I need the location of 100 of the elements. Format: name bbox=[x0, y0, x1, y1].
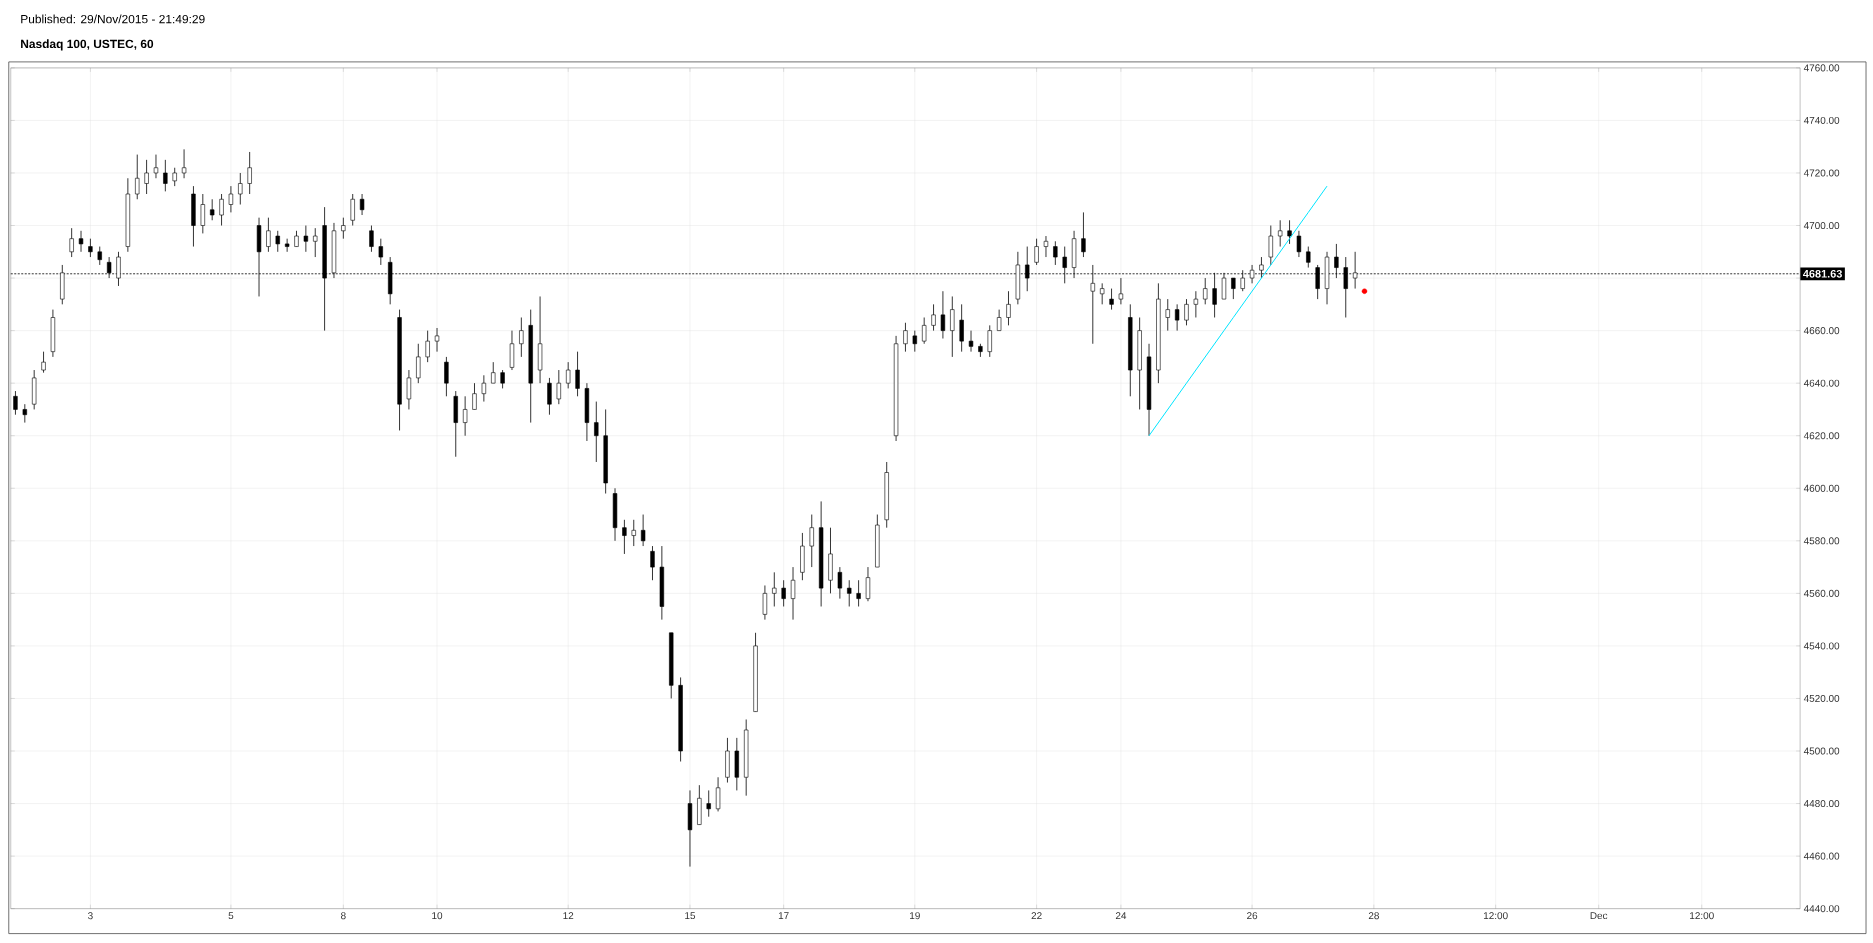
candlestick bbox=[13, 390, 18, 416]
candlestick bbox=[1109, 288, 1114, 311]
candlestick bbox=[790, 566, 796, 621]
x-tick-label: 17 bbox=[778, 912, 789, 920]
candlestick bbox=[1034, 238, 1039, 266]
candlestick bbox=[781, 580, 786, 608]
candlestick bbox=[350, 193, 355, 227]
candlestick bbox=[640, 514, 646, 547]
candlestick bbox=[622, 519, 627, 555]
x-tick-label: 28 bbox=[1368, 912, 1379, 920]
y-tick-label: 4660.00 bbox=[1803, 327, 1840, 335]
candlestick bbox=[959, 304, 964, 353]
candlestick bbox=[566, 361, 571, 390]
y-tick-label: 4460.00 bbox=[1803, 852, 1840, 860]
candlestick bbox=[931, 304, 936, 332]
candlestick bbox=[144, 159, 149, 195]
candlestick bbox=[359, 193, 365, 216]
candlestick bbox=[1174, 304, 1180, 332]
candlestick bbox=[491, 361, 496, 384]
y-tick-label: 4600.00 bbox=[1803, 484, 1840, 492]
candlestick bbox=[772, 572, 777, 608]
candlestick bbox=[1249, 264, 1255, 284]
candlestick bbox=[1203, 277, 1208, 305]
y-tick-label: 4620.00 bbox=[1803, 432, 1840, 440]
candlestick bbox=[903, 322, 908, 353]
x-tick-label: 8 bbox=[341, 912, 346, 920]
candlestick bbox=[369, 225, 374, 253]
candlestick bbox=[97, 246, 102, 266]
candlestick bbox=[1193, 291, 1199, 319]
x-tick-label: 12:00 bbox=[1690, 912, 1714, 920]
x-tick-label: 3 bbox=[88, 912, 93, 920]
candlestick bbox=[69, 227, 74, 258]
candlestick bbox=[996, 309, 1002, 332]
x-tick-label: Dec bbox=[1590, 912, 1608, 920]
candlestick bbox=[481, 375, 487, 403]
x-tick-label: 24 bbox=[1115, 912, 1127, 920]
y-tick-label: 4500.00 bbox=[1803, 747, 1840, 755]
candlestick bbox=[228, 185, 234, 213]
candlestick bbox=[1184, 298, 1189, 326]
candlestick bbox=[706, 790, 711, 818]
candlestick bbox=[238, 172, 243, 206]
candlestick bbox=[425, 330, 430, 363]
candlestick bbox=[284, 238, 290, 253]
candlestick bbox=[444, 356, 449, 397]
candlestick bbox=[78, 230, 84, 253]
x-tick-label: 26 bbox=[1247, 912, 1258, 920]
candlestick bbox=[22, 403, 27, 424]
y-tick-label: 4480.00 bbox=[1803, 800, 1840, 808]
candlestick bbox=[950, 296, 955, 358]
text: Published: 29/Nov/2015 - 21:49:29 bbox=[21, 14, 205, 24]
candlestick bbox=[116, 251, 121, 287]
y-tick-label: 4640.00 bbox=[1803, 379, 1840, 387]
candlestick bbox=[1043, 235, 1049, 258]
x-tick-label: 15 bbox=[685, 912, 696, 920]
candlestick bbox=[1100, 283, 1105, 305]
candlestick bbox=[847, 580, 852, 608]
candlestick bbox=[987, 325, 992, 358]
candlestick bbox=[275, 230, 280, 253]
candlestick bbox=[135, 154, 140, 200]
candlestick bbox=[172, 167, 177, 187]
candlestick bbox=[509, 330, 515, 371]
candlestick bbox=[153, 154, 159, 179]
y-tick-label: 4720.00 bbox=[1803, 169, 1840, 177]
candlestick bbox=[1053, 241, 1058, 266]
candlestick bbox=[434, 327, 440, 353]
candlestick bbox=[575, 351, 580, 397]
candlestick bbox=[1118, 277, 1124, 305]
x-tick-label: 5 bbox=[228, 912, 234, 920]
y-tick-label: 4520.00 bbox=[1803, 695, 1840, 703]
candlestick bbox=[594, 401, 599, 463]
y-tick-label: 4740.00 bbox=[1803, 117, 1840, 125]
candlestick bbox=[556, 369, 561, 405]
candlestick bbox=[865, 566, 871, 602]
candlestick bbox=[968, 330, 974, 353]
candlestick bbox=[313, 227, 318, 258]
candlestick bbox=[406, 369, 412, 411]
candlestick bbox=[41, 351, 46, 374]
candlestick bbox=[912, 330, 917, 353]
y-tick-label: 4760.00 bbox=[1803, 64, 1840, 72]
candlestick bbox=[809, 514, 814, 568]
candlestick bbox=[341, 217, 346, 240]
y-tick-label: 4440.00 bbox=[1803, 905, 1840, 913]
candlestick bbox=[1306, 246, 1311, 269]
candlestick bbox=[378, 238, 383, 266]
candlestick bbox=[462, 396, 468, 437]
y-tick-label: 4700.00 bbox=[1803, 222, 1840, 230]
candlestick bbox=[1287, 220, 1292, 245]
y-tick-label: 4560.00 bbox=[1803, 590, 1840, 598]
x-tick-label: 12 bbox=[563, 912, 574, 920]
candlestick bbox=[1268, 225, 1273, 266]
x-tick-label: 10 bbox=[432, 912, 443, 920]
candlestick bbox=[163, 159, 168, 192]
candlestick bbox=[837, 566, 843, 600]
candlestick bbox=[940, 291, 946, 340]
chart-title: Nasdaq 100, USTEC, 60 bbox=[21, 39, 154, 51]
candlestick bbox=[200, 193, 205, 235]
candlestick bbox=[1165, 298, 1170, 332]
candlestick bbox=[472, 382, 477, 411]
candlestick bbox=[1296, 230, 1302, 258]
candlestick bbox=[247, 151, 252, 195]
